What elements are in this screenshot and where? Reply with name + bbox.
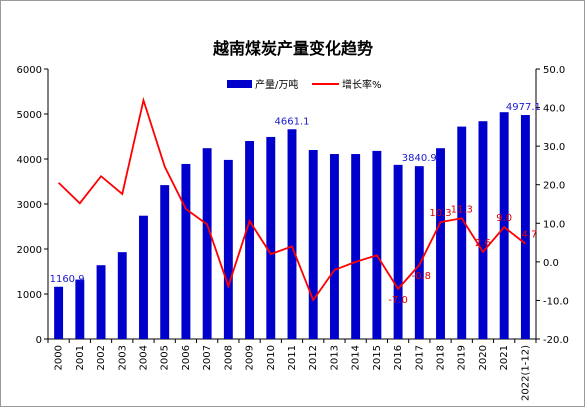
y-left-tick-label: 0 (36, 335, 42, 346)
bar (499, 112, 509, 339)
bar-data-label: 4977.1 (506, 102, 541, 113)
line-data-label: 4.7 (521, 230, 537, 241)
line-data-label: 2.6 (475, 238, 491, 249)
legend: 产量/万吨 增长率% (227, 78, 382, 91)
bar (96, 265, 106, 339)
bar-data-label: 4661.1 (275, 116, 310, 127)
bar (520, 115, 530, 339)
growth-rate-line (57, 96, 526, 302)
y-left-tick-label: 5000 (17, 110, 42, 121)
line-data-label: -0.8 (412, 271, 432, 282)
y-right-tick-label: -10.0 (543, 296, 569, 307)
x-tick-label: 2000 (54, 345, 65, 370)
bar (329, 154, 339, 339)
y-right-tick-label: 20.0 (543, 181, 565, 192)
bar (436, 148, 445, 339)
x-tick-label: 2017 (414, 345, 425, 370)
y-left-tick-label: 3000 (17, 200, 42, 211)
x-tick-label: 2014 (351, 345, 362, 370)
legend-label-line: 增长率% (342, 78, 382, 91)
bar (287, 129, 297, 339)
x-tick-label: 2020 (478, 345, 489, 370)
x-tick-label: 2006 (181, 345, 192, 370)
bar (478, 121, 488, 339)
y-left-tick-label: 4000 (17, 155, 42, 166)
bar (223, 159, 233, 339)
x-tick-label: 2005 (160, 345, 171, 370)
x-tick-label: 2004 (138, 345, 149, 370)
bar (54, 286, 64, 339)
bar-data-label: 1160.9 (50, 274, 85, 285)
legend-label-bars: 产量/万吨 (255, 78, 298, 91)
x-tick-label: 2002 (96, 345, 107, 370)
line-data-label: 9.0 (496, 213, 512, 224)
bar (308, 150, 318, 339)
chart-title: 越南煤炭产量变化趋势 (212, 39, 373, 58)
x-tick-label: 2003 (117, 345, 128, 370)
y-left-tick-label: 1000 (17, 290, 42, 301)
x-tick-label: 2013 (329, 345, 340, 370)
bar (393, 164, 403, 339)
y-right-tick-label: 0.0 (543, 258, 559, 269)
bar (266, 136, 276, 339)
bar (351, 154, 361, 339)
x-tick-label: 2007 (202, 345, 213, 370)
bar (75, 279, 85, 339)
x-tick-label: 2015 (372, 345, 383, 370)
x-tick-label: 2009 (245, 345, 256, 370)
x-tick-label: 2018 (436, 345, 447, 370)
bar (181, 163, 191, 339)
x-tick-label: 2016 (393, 345, 404, 370)
line-data-label: -7.0 (388, 295, 408, 306)
line-data-label: 11.3 (451, 204, 473, 215)
y-left-tick-label: 6000 (17, 65, 42, 76)
y-right-tick-label: 40.0 (543, 104, 565, 115)
bar (245, 141, 255, 339)
bar (160, 185, 170, 339)
y-right-tick-label: 10.0 (543, 219, 565, 230)
x-tick-label: 2008 (223, 345, 234, 370)
y-right-tick-label: -20.0 (543, 335, 569, 346)
x-tick-label: 2022(1-12) (520, 345, 531, 401)
x-tick-label: 2021 (499, 345, 510, 370)
y-left-tick-label: 2000 (17, 245, 42, 256)
bar-data-label: 3840.9 (402, 153, 437, 164)
x-tick-label: 2011 (287, 345, 298, 370)
x-tick-label: 2001 (75, 345, 86, 370)
plot-area: 0 1000 2000 3000 4000 5000 6000 -20.0 -10.0 0.0 10… (17, 65, 569, 401)
bar (117, 252, 127, 339)
bar (372, 150, 382, 339)
y-right-tick-label: 30.0 (543, 142, 565, 153)
legend-swatch-bars (227, 80, 252, 88)
bar (202, 148, 212, 339)
bar (457, 126, 467, 339)
x-tick-label: 2012 (308, 345, 319, 370)
line-data-label: 10.3 (429, 208, 451, 219)
x-tick-label: 2019 (457, 345, 468, 370)
y-right-tick-label: 50.0 (543, 65, 565, 76)
bar (414, 166, 424, 339)
x-tick-label: 2010 (266, 345, 277, 370)
bar (139, 215, 148, 339)
